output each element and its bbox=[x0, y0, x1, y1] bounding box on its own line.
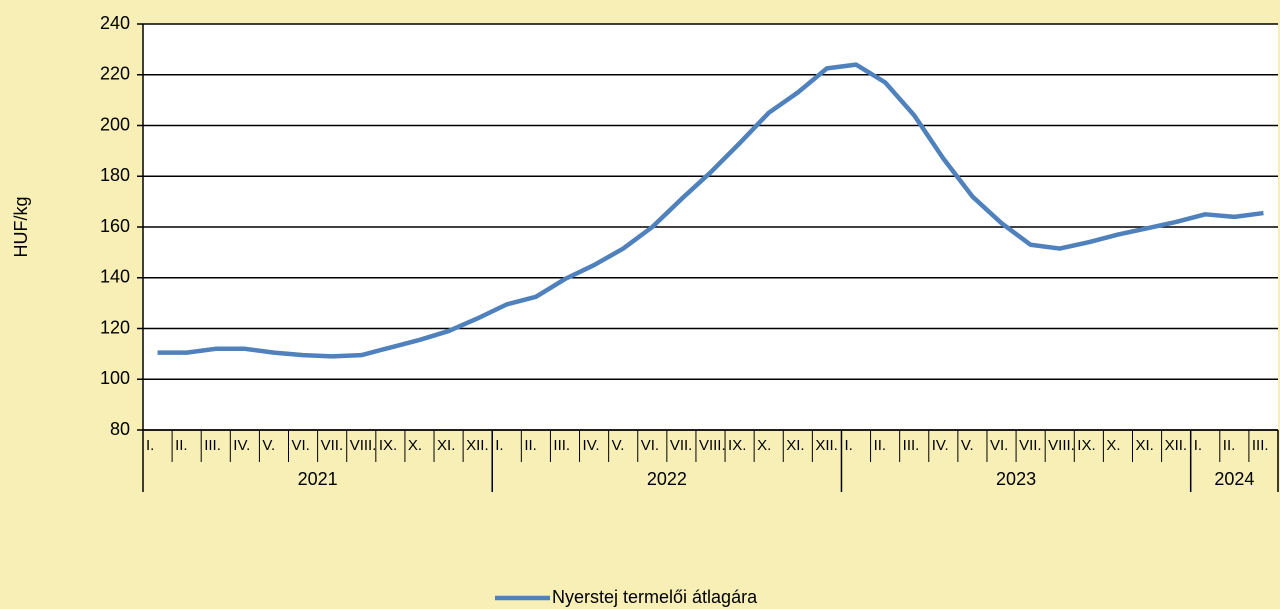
x-tick-label: V. bbox=[262, 437, 275, 454]
x-tick-label: IV. bbox=[583, 437, 600, 454]
x-tick-label: II. bbox=[874, 437, 887, 454]
year-label: 2024 bbox=[1214, 469, 1254, 489]
x-tick-label: VII. bbox=[1019, 437, 1042, 454]
year-label: 2023 bbox=[996, 469, 1036, 489]
y-tick-label: 180 bbox=[100, 165, 130, 185]
x-tick-label: VI. bbox=[641, 437, 659, 454]
x-tick-label: X. bbox=[1106, 437, 1120, 454]
x-tick-label: IX. bbox=[728, 437, 746, 454]
x-tick-label: VIII. bbox=[1048, 437, 1075, 454]
y-tick-label: 220 bbox=[100, 64, 130, 84]
x-tick-label: VII. bbox=[670, 437, 693, 454]
x-tick-label: XI. bbox=[786, 437, 804, 454]
x-tick-label: I. bbox=[1194, 437, 1202, 454]
x-tick-label: XI. bbox=[1135, 437, 1153, 454]
x-tick-label: XII. bbox=[1165, 437, 1188, 454]
x-tick-label: III. bbox=[903, 437, 920, 454]
x-tick-label: VII. bbox=[321, 437, 344, 454]
x-tick-label: X. bbox=[757, 437, 771, 454]
x-tick-label: IV. bbox=[233, 437, 250, 454]
x-tick-label: XII. bbox=[815, 437, 838, 454]
year-label: 2022 bbox=[647, 469, 687, 489]
x-tick-label: V. bbox=[961, 437, 974, 454]
year-label: 2021 bbox=[298, 469, 338, 489]
x-tick-label: VIII. bbox=[699, 437, 726, 454]
x-tick-label: IV. bbox=[932, 437, 949, 454]
x-tick-label: V. bbox=[612, 437, 625, 454]
x-tick-label: X. bbox=[408, 437, 422, 454]
y-tick-label: 200 bbox=[100, 114, 130, 134]
line-series bbox=[157, 62, 1264, 359]
y-tick-label: 160 bbox=[100, 216, 130, 236]
x-tick-label: I. bbox=[844, 437, 852, 454]
y-tick-label: 80 bbox=[110, 419, 130, 439]
y-axis-label: HUF/kg bbox=[11, 196, 31, 257]
x-tick-label: II. bbox=[524, 437, 537, 454]
x-tick-label: XI. bbox=[437, 437, 455, 454]
x-tick-label: III. bbox=[1252, 437, 1269, 454]
x-tick-label: II. bbox=[175, 437, 188, 454]
x-tick-label: IX. bbox=[379, 437, 397, 454]
legend-label: Nyerstej termelői átlagára bbox=[552, 587, 758, 607]
x-tick-label: III. bbox=[553, 437, 570, 454]
x-tick-label: VI. bbox=[292, 437, 310, 454]
y-tick-label: 100 bbox=[100, 368, 130, 388]
x-tick-label: II. bbox=[1223, 437, 1236, 454]
x-tick-label: I. bbox=[495, 437, 503, 454]
y-tick-label: 240 bbox=[100, 13, 130, 33]
y-tick-label: 140 bbox=[100, 267, 130, 287]
x-tick-label: I. bbox=[146, 437, 154, 454]
x-tick-label: VIII. bbox=[350, 437, 377, 454]
x-tick-label: VI. bbox=[990, 437, 1008, 454]
x-tick-label: IX. bbox=[1077, 437, 1095, 454]
y-tick-label: 120 bbox=[100, 317, 130, 337]
x-tick-label: XII. bbox=[466, 437, 489, 454]
x-tick-label: III. bbox=[204, 437, 221, 454]
